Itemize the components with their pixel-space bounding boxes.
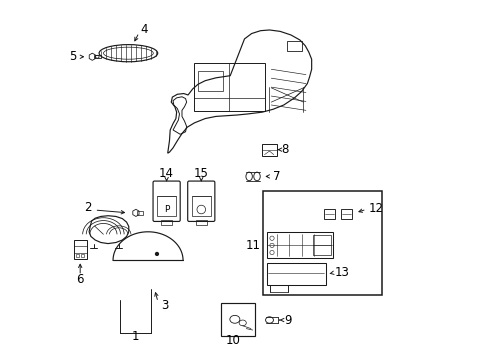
- Bar: [286, 41, 301, 51]
- Text: 15: 15: [193, 167, 208, 180]
- Text: 5: 5: [69, 50, 77, 63]
- Bar: [340, 208, 352, 219]
- Bar: [192, 196, 210, 216]
- Text: 10: 10: [225, 334, 240, 347]
- Text: 9: 9: [284, 314, 291, 327]
- Bar: [74, 240, 86, 259]
- Text: 3: 3: [161, 299, 168, 312]
- Bar: [193, 63, 264, 111]
- Text: 11: 11: [244, 239, 260, 252]
- Circle shape: [155, 252, 158, 255]
- Text: 12: 12: [368, 202, 383, 215]
- Bar: [198, 71, 223, 91]
- Text: 14: 14: [159, 167, 174, 180]
- Bar: [270, 285, 287, 292]
- Bar: [94, 55, 101, 58]
- Bar: [157, 196, 176, 216]
- Text: P: P: [163, 205, 169, 214]
- Text: 8: 8: [281, 143, 288, 156]
- Bar: [161, 220, 172, 225]
- Bar: [221, 302, 255, 337]
- Bar: [266, 263, 325, 285]
- Bar: [195, 220, 206, 225]
- Text: 1: 1: [132, 330, 139, 343]
- Bar: [266, 232, 332, 258]
- Bar: [263, 192, 381, 295]
- Bar: [136, 211, 143, 215]
- Text: 13: 13: [334, 266, 349, 279]
- Bar: [312, 235, 330, 255]
- Bar: [81, 253, 84, 257]
- Text: 6: 6: [76, 273, 84, 286]
- Bar: [323, 208, 335, 219]
- Text: 7: 7: [272, 170, 280, 183]
- Bar: [75, 253, 79, 257]
- Text: 4: 4: [140, 23, 147, 36]
- Bar: [261, 144, 276, 156]
- Text: 2: 2: [84, 201, 91, 214]
